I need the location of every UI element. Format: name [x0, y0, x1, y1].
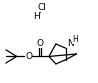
Text: Cl: Cl: [38, 3, 47, 12]
Text: N: N: [67, 39, 73, 48]
Text: O: O: [36, 39, 44, 48]
Text: H: H: [33, 12, 40, 21]
Text: H: H: [72, 35, 78, 44]
Text: O: O: [25, 52, 32, 61]
